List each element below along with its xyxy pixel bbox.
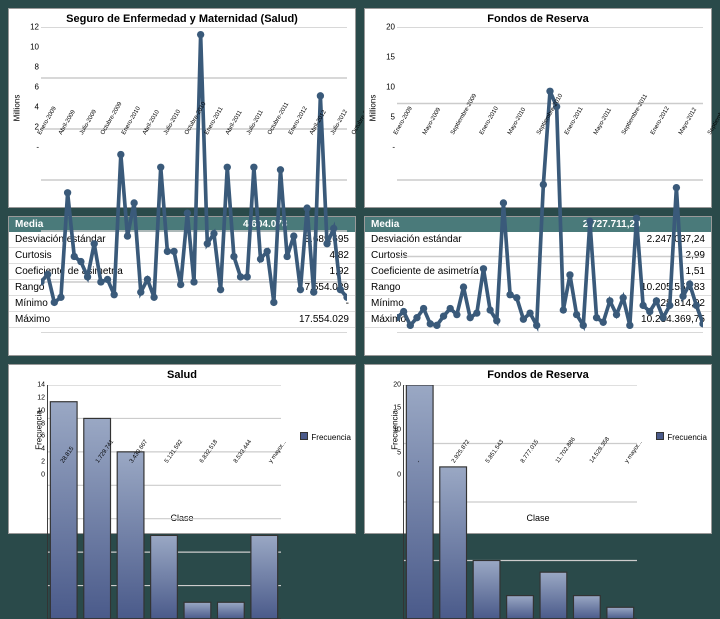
x-ticks: Enero-2009Abril-2009Julio-2009Octubre-20… (37, 133, 351, 207)
chart-title: Salud (13, 369, 351, 381)
y-ticks: 02468101214 (25, 385, 45, 475)
x-ticks: 28.8151.729.7413.430.6675.131.5926.832.5… (43, 461, 285, 533)
line-chart-fondos: Fondos de Reserva Millions -5101520 Ener… (364, 8, 712, 208)
y-ticks: -5101520 (379, 27, 395, 147)
legend: Frecuencia (656, 432, 707, 442)
bar-chart-salud: Salud Frecuencia 02468101214 28.8151.729… (8, 364, 356, 534)
line-chart-salud: Seguro de Enfermedad y Maternidad (Salud… (8, 8, 356, 208)
y-axis-label: Millions (369, 95, 378, 122)
x-ticks: -2.925.8725.851.5438.777.01511.702.88614… (399, 461, 641, 533)
y-axis-label: Millions (13, 95, 22, 122)
chart-title: Fondos de Reserva (369, 369, 707, 381)
y-ticks: -24681012 (23, 27, 39, 147)
legend: Frecuencia (300, 432, 351, 442)
bar-chart-fondos: Fondos de Reserva Frecuencia 05101520 -2… (364, 364, 712, 534)
x-ticks: Enero-2009Mayo-2009Septiembre-2009Enero-… (393, 133, 707, 207)
chart-title: Seguro de Enfermedad y Maternidad (Salud… (13, 13, 351, 25)
chart-title: Fondos de Reserva (369, 13, 707, 25)
y-ticks: 05101520 (381, 385, 401, 475)
